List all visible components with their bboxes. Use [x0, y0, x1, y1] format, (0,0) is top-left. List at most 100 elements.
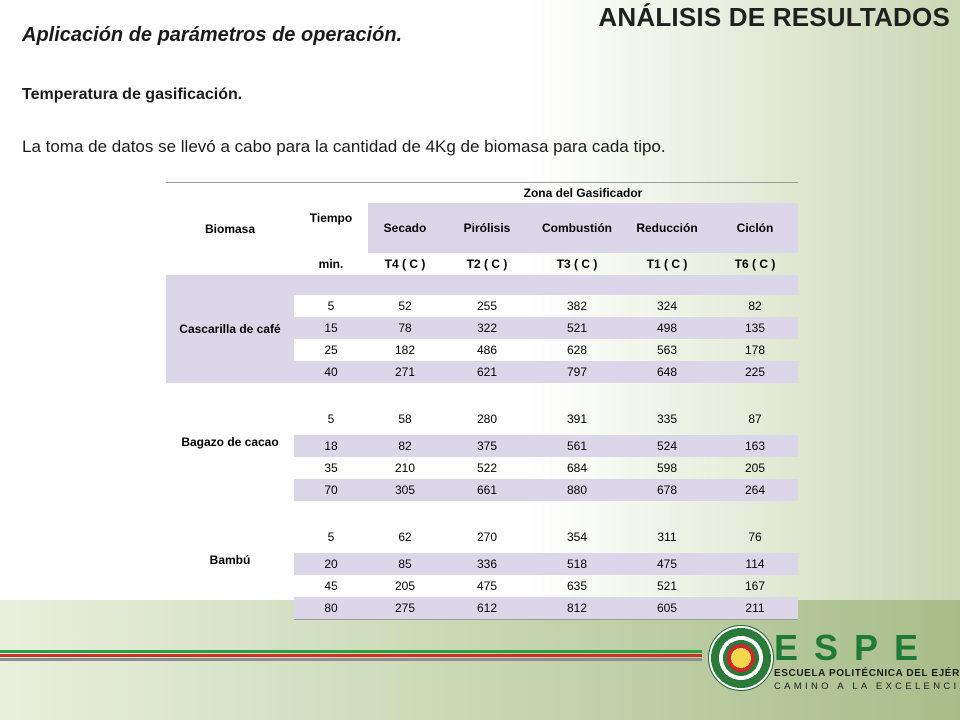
table-cell: 322: [442, 317, 532, 339]
table-cell: 211: [712, 597, 798, 620]
header-zone-2: Combustión: [532, 203, 622, 253]
table-cell: 354: [566, 530, 588, 544]
table-cell: 210: [394, 461, 416, 475]
biomass-name: Bambú: [209, 553, 251, 568]
group-spacer-row: Bagazo de cacao: [166, 383, 798, 449]
table-cell: 880: [532, 479, 622, 501]
table-cell: 684: [566, 461, 588, 475]
table-row: 45 205 475 635 521 167: [166, 575, 798, 597]
table-cell: 563: [656, 343, 678, 357]
table-row: 35 210 522 684 598 205: [166, 457, 798, 479]
unit-3: T1 ( C ): [646, 257, 688, 271]
logo-institution-name: ESCUELA POLITÉCNICA DEL EJÉRCITO: [774, 668, 960, 679]
table-cell: 76: [748, 530, 762, 544]
group-spacer-row: Cascarilla de café: [166, 275, 798, 383]
table-cell: 678: [622, 479, 712, 501]
table-cell: 391: [566, 412, 588, 426]
table-row: 5 52 255 382 324 82: [166, 295, 798, 317]
header-zone: Zona del Gasificador: [368, 182, 798, 203]
table-cell: 25: [324, 343, 338, 357]
slide-header-title: ANÁLISIS DE RESULTADOS: [598, 2, 950, 32]
table-cell: 797: [532, 361, 622, 383]
header-zone-4: Ciclón: [712, 203, 798, 253]
section-label: Temperatura de gasificación.: [22, 86, 243, 103]
table-cell: 311: [657, 530, 677, 544]
table-cell: 182: [394, 343, 416, 357]
table-cell: 524: [622, 435, 712, 457]
table-row: 70 305 661 880 678 264: [166, 479, 798, 501]
logo-motto: CAMINO A LA EXCELENCIA: [774, 681, 960, 692]
decorative-stripes: [0, 650, 702, 664]
table-cell: 15: [294, 317, 368, 339]
header-zone-1: Pirólisis: [442, 203, 532, 253]
header-zone-3: Reducción: [622, 203, 712, 253]
table-cell: 85: [368, 553, 442, 575]
table-cell: 58: [398, 412, 412, 426]
table-cell: 70: [294, 479, 368, 501]
espe-logo: ESPE ESCUELA POLITÉCNICA DEL EJÉRCITO CA…: [708, 625, 960, 693]
units-row: min. T4 ( C ) T2 ( C ) T3 ( C ) T1 ( C ) T6 (…: [166, 253, 798, 275]
table-cell: 628: [566, 343, 588, 357]
table-cell: 205: [744, 461, 766, 475]
table-cell: 621: [442, 361, 532, 383]
table-row: 5 58 280 391 335 87: [166, 403, 798, 435]
unit-4: T6 ( C ): [734, 257, 776, 271]
table-cell: 561: [532, 435, 622, 457]
table-row: 40 271 621 797 648 225: [166, 361, 798, 383]
biomass-name: Bagazo de cacao: [181, 435, 279, 449]
table-cell: 80: [294, 597, 368, 620]
table-cell: 87: [748, 412, 762, 426]
unit-0: T4 ( C ): [384, 257, 426, 271]
table-cell: 255: [476, 299, 498, 313]
table-cell: 324: [656, 299, 678, 313]
table-cell: 635: [566, 579, 588, 593]
slide-subtitle: Aplicación de parámetros de operación.: [22, 24, 403, 46]
table-cell: 336: [442, 553, 532, 575]
group-spacer-row: Bambú: [166, 501, 798, 567]
table-cell: 521: [656, 579, 678, 593]
header-biomasa: Biomasa: [166, 182, 294, 275]
table-cell: 521: [532, 317, 622, 339]
table-cell: 812: [532, 597, 622, 620]
table-row: 25 182 486 628 563 178: [166, 339, 798, 361]
table-cell: 205: [394, 579, 416, 593]
table-cell: 40: [294, 361, 368, 383]
table-row: 5 62 270 354 311 76: [166, 521, 798, 553]
table-row: 18 82 375 561 524 163: [166, 435, 798, 457]
table-row: 20 85 336 518 475 114: [166, 553, 798, 575]
table-row: 80 275 612 812 605 211: [166, 597, 798, 620]
header-zone-0: Secado: [368, 203, 442, 253]
table-cell: 522: [476, 461, 498, 475]
table-cell: 648: [622, 361, 712, 383]
table-cell: 382: [566, 299, 588, 313]
table-cell: 605: [622, 597, 712, 620]
table-cell: 270: [476, 530, 498, 544]
table-cell: 518: [532, 553, 622, 575]
table-cell: 35: [324, 461, 338, 475]
table-cell: 486: [476, 343, 498, 357]
gasification-temperature-table: Biomasa Tiempo Zona del Gasificador Secado P…: [166, 182, 798, 620]
table-cell: 62: [398, 530, 412, 544]
unit-time: min.: [318, 257, 344, 271]
table-cell: 280: [476, 412, 498, 426]
table-cell: 475: [476, 579, 498, 593]
table-cell: 5: [327, 299, 335, 313]
table-cell: 82: [748, 299, 762, 313]
table-cell: 612: [442, 597, 532, 620]
table-cell: 225: [712, 361, 798, 383]
table-cell: 275: [368, 597, 442, 620]
table-cell: 305: [368, 479, 442, 501]
table-cell: 475: [622, 553, 712, 575]
unit-2: T3 ( C ): [556, 257, 598, 271]
table-cell: 167: [744, 579, 766, 593]
table-cell: 5: [327, 530, 335, 544]
table-cell: 375: [442, 435, 532, 457]
table-cell: 82: [368, 435, 442, 457]
table-cell: 163: [712, 435, 798, 457]
table-cell: 135: [712, 317, 798, 339]
table-cell: 114: [712, 553, 798, 575]
table-cell: 498: [622, 317, 712, 339]
table-cell: 45: [324, 579, 338, 593]
table-cell: 335: [656, 412, 678, 426]
table-cell: 264: [712, 479, 798, 501]
